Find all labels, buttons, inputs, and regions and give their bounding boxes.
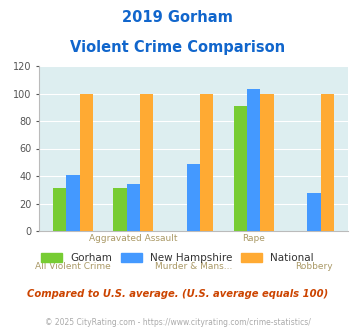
Text: Murder & Mans...: Murder & Mans... xyxy=(155,262,232,271)
Bar xyxy=(127,184,140,231)
Text: Compared to U.S. average. (U.S. average equals 100): Compared to U.S. average. (U.S. average … xyxy=(27,289,328,299)
Text: 2019 Gorham: 2019 Gorham xyxy=(122,10,233,25)
Bar xyxy=(66,175,80,231)
Bar xyxy=(113,188,127,231)
Bar xyxy=(187,164,200,231)
Text: © 2025 CityRating.com - https://www.cityrating.com/crime-statistics/: © 2025 CityRating.com - https://www.city… xyxy=(45,318,310,327)
Bar xyxy=(200,93,213,231)
Bar xyxy=(234,106,247,231)
Text: All Violent Crime: All Violent Crime xyxy=(35,262,111,271)
Bar xyxy=(247,89,260,231)
Bar xyxy=(140,93,153,231)
Bar xyxy=(307,192,321,231)
Bar xyxy=(260,93,274,231)
Text: Violent Crime Comparison: Violent Crime Comparison xyxy=(70,40,285,54)
Legend: Gorham, New Hampshire, National: Gorham, New Hampshire, National xyxy=(37,248,318,267)
Bar xyxy=(80,93,93,231)
Text: Robbery: Robbery xyxy=(295,262,333,271)
Bar xyxy=(53,188,66,231)
Bar xyxy=(321,93,334,231)
